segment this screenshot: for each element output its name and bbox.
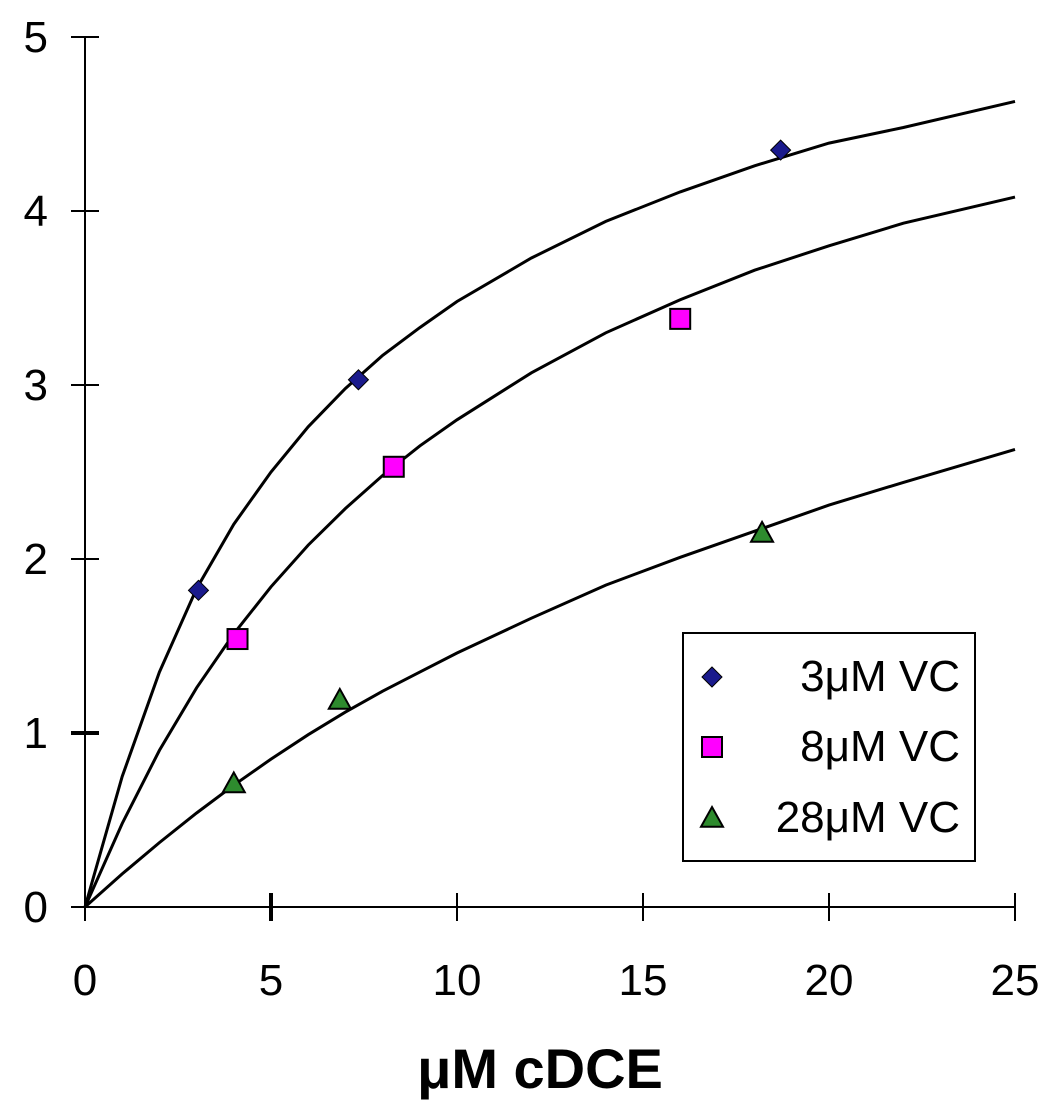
legend-marker-triangle [699,804,725,828]
x-tick-label: 25 [991,956,1040,1005]
data-point-diamond [347,369,370,391]
x-axis-ticks: 0 5 10 15 20 25 [73,893,1040,1005]
y-tick-label: 5 [24,13,48,62]
legend-label: 3μM VC [800,652,960,701]
x-tick-label: 15 [619,956,668,1005]
y-tick-label: 3 [24,361,48,410]
data-point-square [382,455,405,478]
x-tick-label: 10 [433,956,482,1005]
legend-label: 8μM VC [800,722,960,771]
legend-box [682,632,976,862]
fit-curve-line [83,99,1016,908]
data-markers [187,139,792,794]
y-tick-label: 0 [24,883,48,932]
y-tick-label: 4 [24,187,48,236]
x-tick-label: 20 [805,956,854,1005]
x-tick-label: 5 [259,956,283,1005]
data-point-square [669,307,692,330]
legend-marker-diamond [701,666,723,688]
legend-label: 28μM VC [776,793,960,842]
data-point-triangle [221,770,247,794]
y-axis-ticks: 0 1 2 3 4 5 [24,13,99,932]
x-axis-title: μM cDCE [417,1037,663,1100]
legend: 3μM VC 8μM VC 28μM VC [682,632,976,862]
y-tick-label: 2 [24,535,48,584]
data-point-diamond [187,579,210,602]
x-tick-label: 0 [73,956,97,1005]
fit-curve-line [84,447,1016,909]
legend-marker-square [701,736,723,758]
data-point-triangle [327,686,353,710]
y-tick-label: 1 [24,709,48,758]
data-point-triangle [749,519,775,543]
data-point-diamond [769,139,792,161]
plot-area [84,37,1015,908]
data-point-square [226,628,249,651]
